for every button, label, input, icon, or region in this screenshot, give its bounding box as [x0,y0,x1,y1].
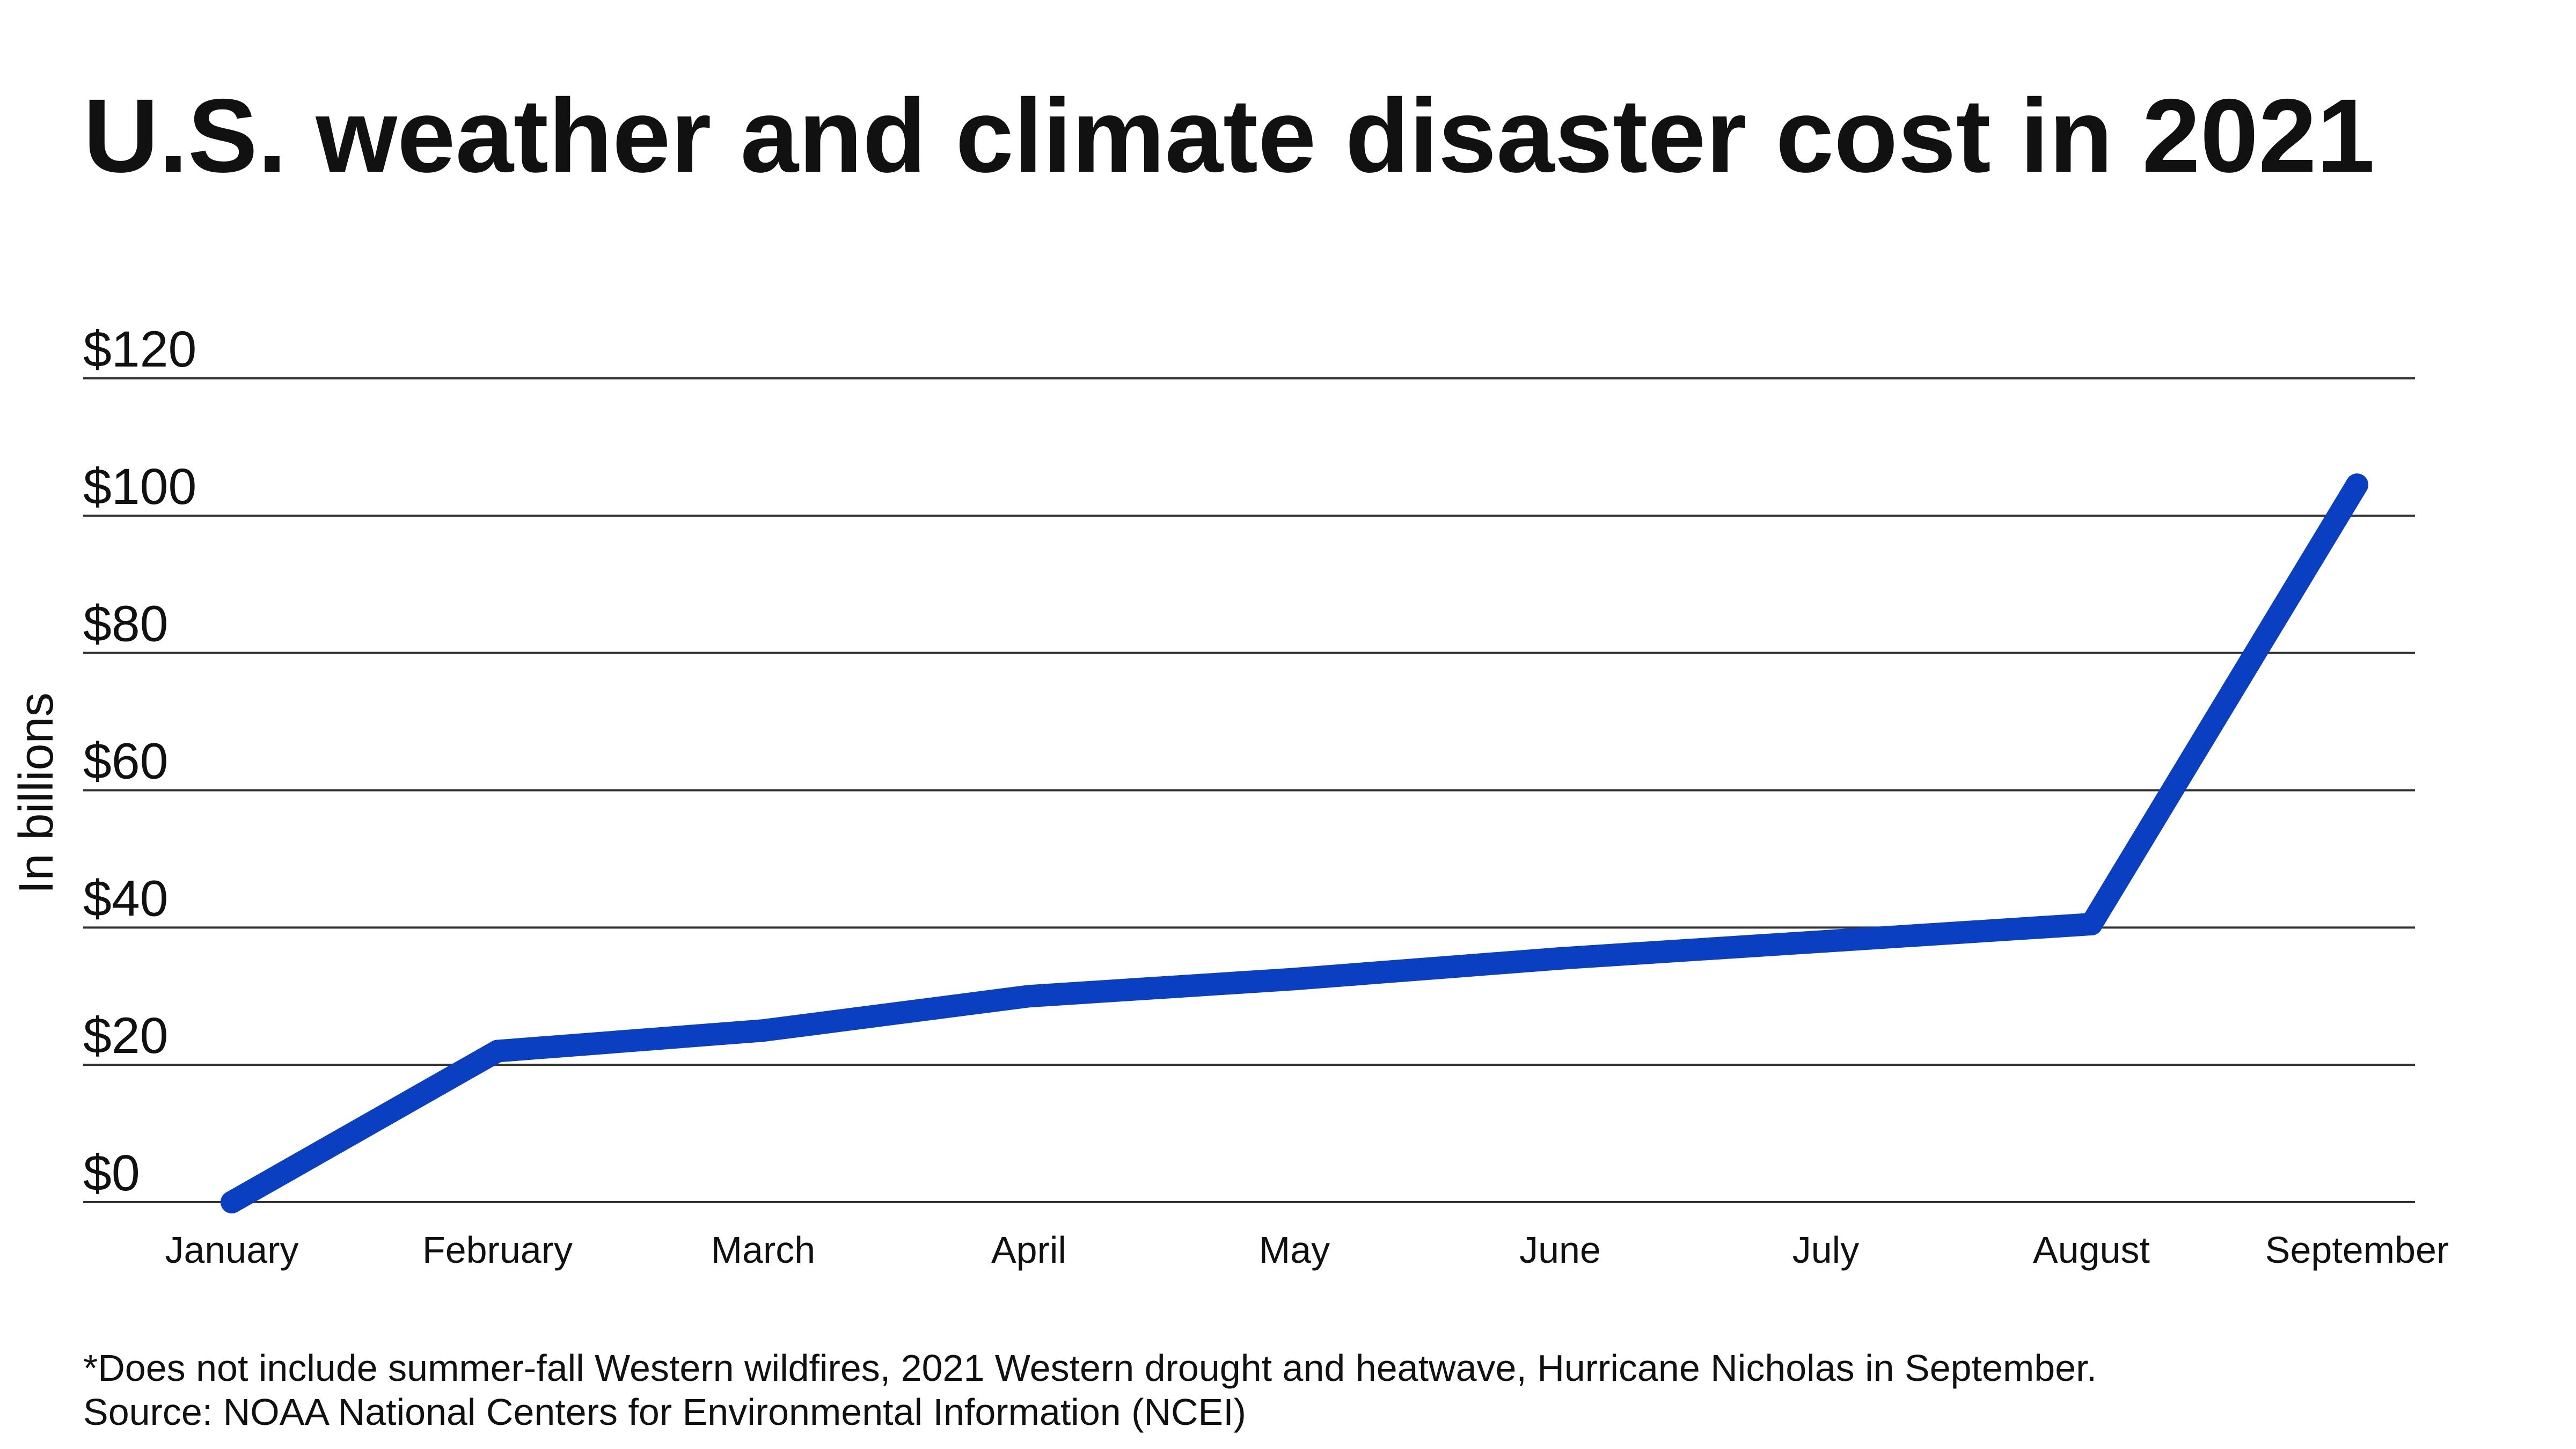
data-point-september [2346,473,2368,496]
y-tick-label: $60 [83,733,169,790]
data-point-july [1814,930,1837,953]
footnote: *Does not include summer-fall Western wi… [83,1347,2097,1389]
data-point-april [1018,985,1040,1008]
y-tick-label: $80 [83,596,169,653]
data-point-january [221,1191,243,1213]
x-tick-labels: January February March April May June July Augu… [165,1229,2449,1271]
y-tick-label: $120 [83,321,196,378]
source-note: Source: NOAA National Centers for Enviro… [83,1391,1246,1433]
x-tick-label: May [1259,1229,1330,1271]
y-axis-label: In billions [10,692,63,894]
x-tick-label: August [2033,1229,2150,1271]
y-tick-label: $20 [83,1007,169,1064]
x-tick-label: September [2265,1229,2449,1271]
x-tick-label: February [422,1229,573,1271]
y-tick-labels: $0 $20 $40 $60 $80 $100 $120 [83,321,196,1202]
x-tick-label: March [711,1229,815,1271]
data-point-may [1283,968,1306,991]
y-tick-label: $100 [83,458,196,515]
x-tick-label: June [1519,1229,1601,1271]
y-tick-label: $0 [83,1145,140,1202]
data-point-february [486,1040,509,1063]
series-layer [221,473,2368,1213]
chart-title: U.S. weather and climate disaster cost i… [83,77,2375,194]
data-point-august [2080,912,2103,935]
series-line [221,473,2368,1213]
data-point-june [1549,947,1571,970]
y-tick-label: $40 [83,870,169,927]
x-tick-label: April [991,1229,1066,1271]
x-tick-label: January [165,1229,298,1271]
x-tick-label: July [1792,1229,1859,1271]
data-point-march [752,1019,774,1042]
